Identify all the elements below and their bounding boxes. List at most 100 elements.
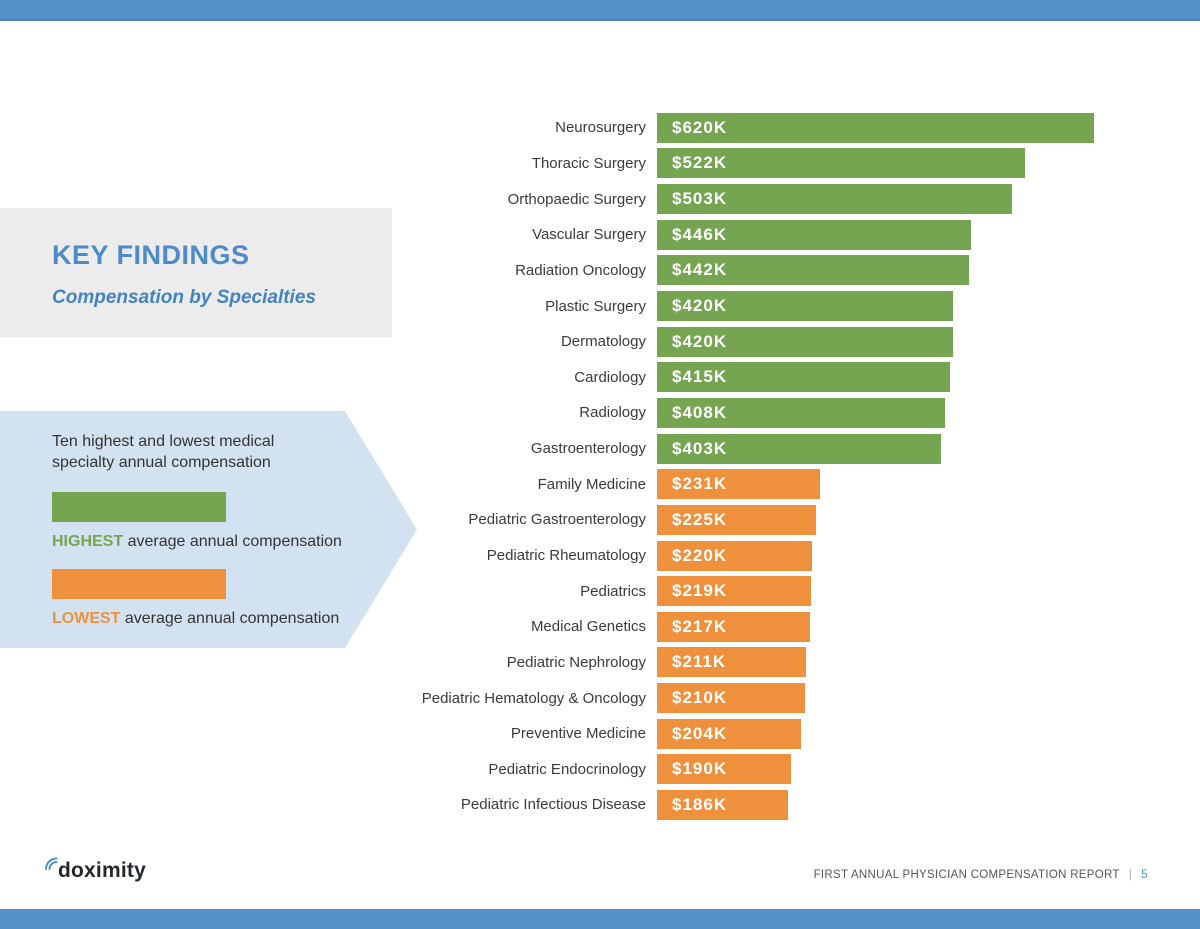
chart-row: Pediatric Endocrinology $190K <box>0 752 1200 788</box>
bar: $620K <box>657 112 1094 143</box>
legend-callout: Ten highest and lowest medical specialty… <box>0 411 418 648</box>
page-number: 5 <box>1141 867 1148 881</box>
bar-label: Preventive Medicine <box>510 725 646 743</box>
chart-row: Plastic Surgery $420K <box>0 288 1200 324</box>
bar-value: $231K <box>672 474 728 494</box>
bar-value: $186K <box>672 794 728 814</box>
bar-label: Orthopaedic Surgery <box>507 190 646 208</box>
chart-row: Orthopaedic Surgery $503K <box>0 181 1200 217</box>
bar-label: Pediatrics <box>580 582 646 600</box>
chart-row: Pediatric Hematology & Oncology $210K <box>0 680 1200 716</box>
bar-value: $220K <box>672 545 728 565</box>
chart-row: Pediatric Rheumatology $220K <box>0 538 1200 574</box>
bar: $219K <box>657 576 811 607</box>
chart-row: Family Medicine $231K <box>0 466 1200 502</box>
bar-label: Pediatric Gastroenterology <box>468 511 646 529</box>
bar: $204K <box>657 718 801 749</box>
bar: $503K <box>657 184 1012 215</box>
bottom-band <box>0 909 1200 929</box>
bar: $217K <box>657 611 810 642</box>
bar: $220K <box>657 540 812 571</box>
bar-label: Pediatric Hematology & Oncology <box>421 689 646 707</box>
bar-label: Gastroenterology <box>530 440 646 458</box>
bar-label: Pediatric Endocrinology <box>488 760 646 778</box>
compensation-bar-chart: Neurosurgery $620K Thoracic Surgery $522… <box>0 110 1200 823</box>
logo-wordmark: doximity <box>58 859 146 882</box>
chart-row: Preventive Medicine $204K <box>0 716 1200 752</box>
bar-label: Plastic Surgery <box>545 297 646 315</box>
chart-row: Radiation Oncology $442K <box>0 253 1200 289</box>
chart-row: Neurosurgery $620K <box>0 110 1200 146</box>
bar: $403K <box>657 433 941 464</box>
bar-label: Dermatology <box>560 333 646 351</box>
bar: $522K <box>657 148 1025 179</box>
legend-swatch-highest <box>52 492 226 522</box>
bar: $231K <box>657 469 820 500</box>
bar: $446K <box>657 219 971 250</box>
bar-label: Family Medicine <box>537 475 646 493</box>
chart-row: Cardiology $415K <box>0 359 1200 395</box>
bar-value: $211K <box>672 652 727 672</box>
legend-word-lowest: LOWEST <box>52 610 121 627</box>
bar-value: $217K <box>672 616 728 636</box>
chart-row: Pediatrics $219K <box>0 573 1200 609</box>
bar-value: $420K <box>672 331 728 351</box>
bar: $225K <box>657 504 816 535</box>
bar-value: $408K <box>672 402 728 422</box>
chart-description: Ten highest and lowest medical specialty… <box>52 433 275 471</box>
bar: $190K <box>657 754 791 785</box>
bar-value: $415K <box>672 367 728 387</box>
bar: $415K <box>657 362 950 393</box>
bar-value: $190K <box>672 759 728 779</box>
chart-row: Medical Genetics $217K <box>0 609 1200 645</box>
legend-swatch-lowest <box>52 569 226 599</box>
bar-value: $219K <box>672 581 728 601</box>
top-band <box>0 0 1200 21</box>
report-title: FIRST ANNUAL PHYSICIAN COMPENSATION REPO… <box>813 869 1120 881</box>
chart-row: Gastroenterology $403K <box>0 431 1200 467</box>
bar-label: Radiology <box>579 404 646 422</box>
chart-row: Pediatric Infectious Disease $186K <box>0 787 1200 823</box>
bar-value: $210K <box>672 688 728 708</box>
page-title: KEY FINDINGS <box>52 240 250 270</box>
page-subtitle: Compensation by Specialties <box>52 287 316 308</box>
bar-value: $620K <box>672 117 728 137</box>
chart-row: Pediatric Nephrology $211K <box>0 645 1200 681</box>
bar: $408K <box>657 397 945 428</box>
bar-value: $442K <box>672 260 728 280</box>
chart-row: Thoracic Surgery $522K <box>0 146 1200 182</box>
bar: $442K <box>657 255 969 286</box>
bar-label: Medical Genetics <box>530 618 646 636</box>
bar: $186K <box>657 789 788 820</box>
legend-label-lowest: LOWEST average annual compensation <box>52 610 340 627</box>
footer-report-line: FIRST ANNUAL PHYSICIAN COMPENSATION REPO… <box>814 867 1148 881</box>
bar-label: Cardiology <box>574 368 646 386</box>
footer-divider: | <box>1128 869 1133 881</box>
bar-label: Pediatric Rheumatology <box>486 547 646 564</box>
bar: $211K <box>657 647 806 678</box>
chart-row: Dermatology $420K <box>0 324 1200 360</box>
chart-row: Vascular Surgery $446K <box>0 217 1200 253</box>
bar-value: $225K <box>672 509 728 529</box>
key-findings-box: KEY FINDINGS Compensation by Specialties <box>0 208 392 337</box>
bar-value: $420K <box>672 296 728 316</box>
bar-label: Pediatric Nephrology <box>506 653 646 671</box>
bar-value: $446K <box>672 224 728 244</box>
chart-rows: Neurosurgery $620K Thoracic Surgery $522… <box>0 110 1200 823</box>
bar-value: $403K <box>672 438 728 458</box>
bar-label: Thoracic Surgery <box>531 154 646 172</box>
bar-label: Radiation Oncology <box>515 261 646 279</box>
legend-word-highest: HIGHEST <box>52 533 124 550</box>
bar-label: Vascular Surgery <box>532 226 646 244</box>
doximity-logo: doximity <box>44 857 146 884</box>
chart-row: Radiology $408K <box>0 395 1200 431</box>
bar-value: $522K <box>672 153 728 173</box>
legend-label-highest: HIGHEST average annual compensation <box>52 533 342 550</box>
logo-signal-icon <box>45 857 58 870</box>
bar-value: $503K <box>672 189 728 209</box>
bar-label: Neurosurgery <box>555 119 646 137</box>
bar: $420K <box>657 326 953 357</box>
chart-row: Pediatric Gastroenterology $225K <box>0 502 1200 538</box>
bar: $420K <box>657 291 953 322</box>
bar: $210K <box>657 683 805 714</box>
